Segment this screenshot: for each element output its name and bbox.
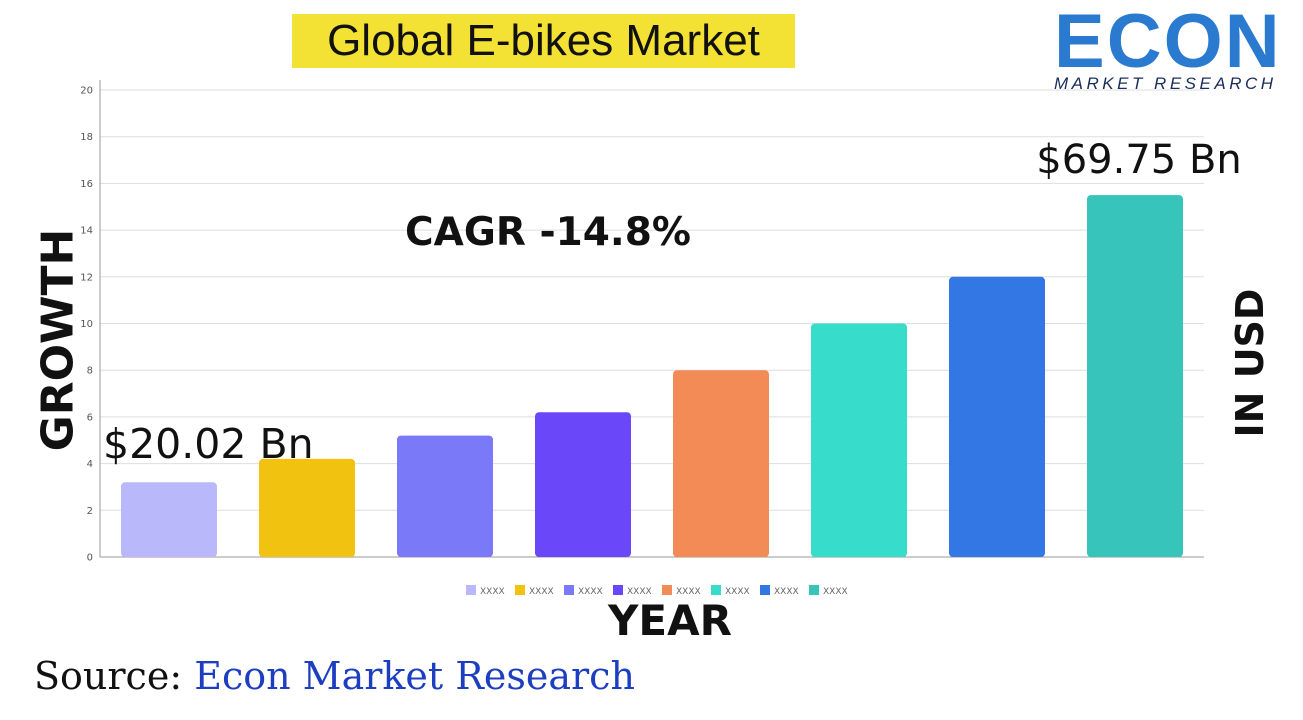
legend-label: XXXX — [676, 587, 701, 597]
source-name: Econ Market Research — [194, 654, 635, 698]
legend-label: XXXX — [627, 587, 652, 597]
legend-swatch — [711, 585, 721, 595]
logo-subtitle: MARKET RESEARCH — [1054, 74, 1277, 93]
chart-title: Global E-bikes Market — [327, 16, 760, 65]
legend-swatch — [613, 585, 623, 595]
legend-item: XXXX — [711, 585, 750, 597]
bar — [259, 458, 355, 557]
legend-swatch — [760, 585, 770, 595]
econ-logo: ECON MARKET RESEARCH — [1052, 2, 1292, 94]
legend-label: XXXX — [774, 587, 799, 597]
y-tick-label: 12 — [80, 272, 93, 283]
annotations: $20.02 Bn CAGR -14.8% $69.75 Bn — [103, 137, 1242, 468]
y-tick-label: 18 — [80, 132, 93, 143]
bar — [1087, 195, 1183, 557]
legend-label: XXXX — [529, 587, 554, 597]
legend-label: XXXX — [578, 587, 603, 597]
legend-label: XXXX — [480, 587, 505, 597]
legend-label: XXXX — [823, 587, 848, 597]
y-tick-label: 8 — [87, 366, 93, 377]
y-tick-label: 0 — [87, 553, 93, 564]
legend-item: XXXX — [515, 585, 554, 597]
legend-item: XXXX — [466, 585, 505, 597]
bar — [811, 323, 907, 557]
title-highlight: Global E-bikes Market — [292, 14, 795, 68]
y-tick-label: 14 — [80, 226, 93, 237]
legend-item: XXXX — [760, 585, 799, 597]
legend-swatch — [466, 585, 476, 595]
bar — [121, 482, 217, 557]
legend-item: XXXX — [564, 585, 603, 597]
legend-item: XXXX — [613, 585, 652, 597]
legend: XXXX XXXX XXXX XXXX XXXX XXXX XXXX XXXX — [466, 585, 848, 597]
bar — [949, 276, 1045, 557]
right-axis-title: IN USD — [1228, 288, 1272, 438]
bar — [673, 370, 769, 557]
y-tick-label: 6 — [87, 412, 93, 423]
y-tick-label: 2 — [87, 506, 93, 517]
legend-label: XXXX — [725, 587, 750, 597]
annotation-start-value: $20.02 Bn — [103, 420, 314, 468]
annotation-cagr: CAGR -14.8% — [405, 210, 691, 255]
logo-wordmark: ECON — [1054, 0, 1282, 84]
y-tick-label: 10 — [80, 319, 93, 330]
source-line: Source: Econ Market Research — [34, 654, 635, 698]
legend-swatch — [564, 585, 574, 595]
y-tick-label: 16 — [80, 179, 93, 190]
legend-item: XXXX — [809, 585, 848, 597]
y-tick-labels: 0 2 4 6 8 10 12 14 16 18 20 — [80, 86, 93, 564]
y-tick-label: 4 — [87, 459, 93, 470]
bar — [535, 412, 631, 557]
annotation-end-value: $69.75 Bn — [1036, 137, 1241, 183]
legend-swatch — [809, 585, 819, 595]
y-tick-label: 20 — [80, 86, 93, 97]
legend-item: XXXX — [662, 585, 701, 597]
bars — [121, 195, 1183, 557]
legend-swatch — [662, 585, 672, 595]
x-axis-title: YEAR — [608, 596, 732, 645]
y-axis-title: GROWTH — [32, 228, 84, 452]
legend-swatch — [515, 585, 525, 595]
bar — [397, 435, 493, 557]
source-label: Source: — [34, 654, 195, 698]
